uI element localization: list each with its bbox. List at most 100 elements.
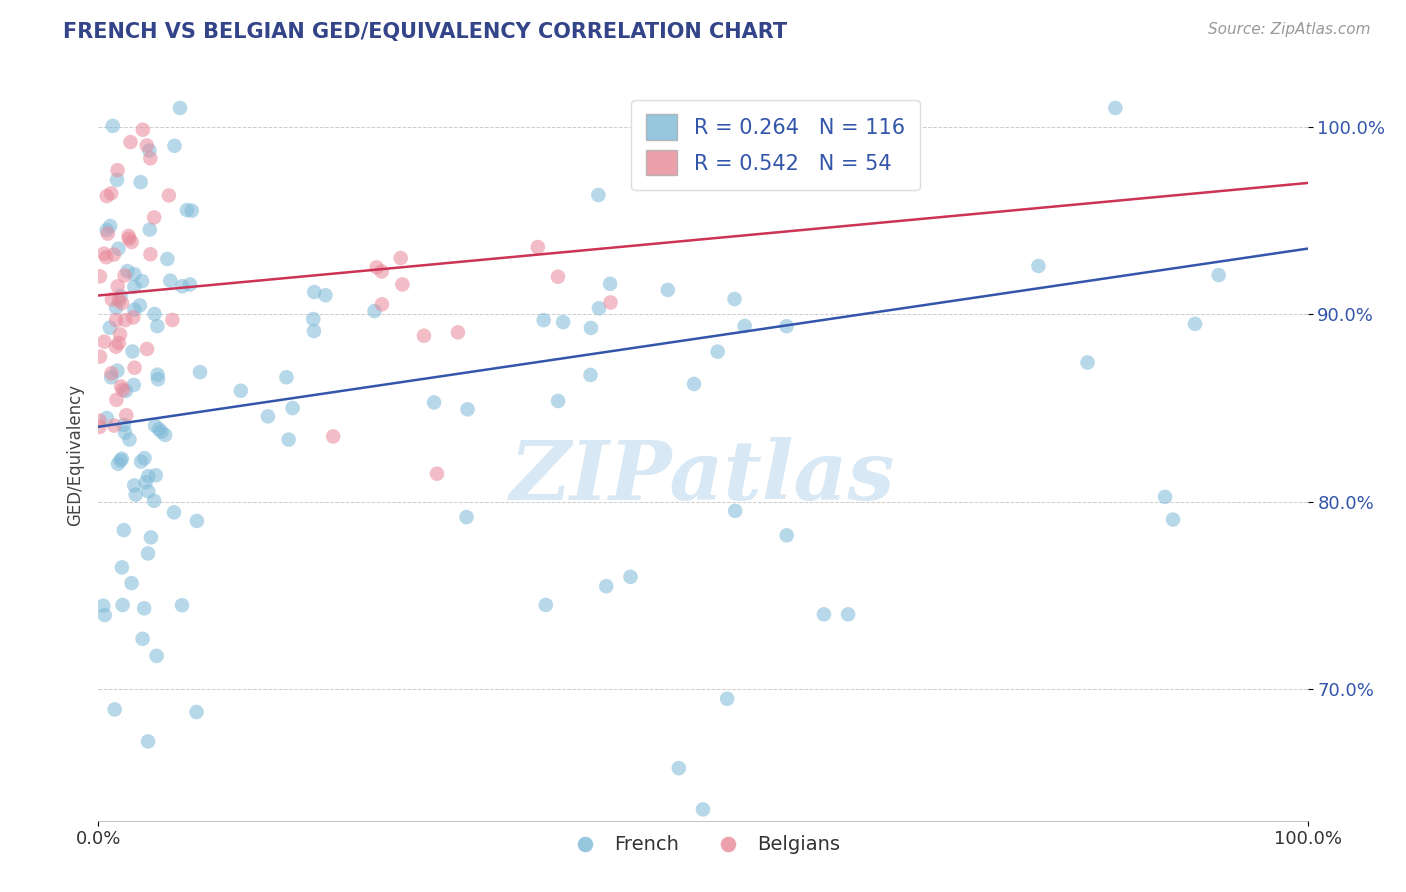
Point	[1154, 490, 1177, 504]
Point	[1184, 317, 1206, 331]
Point	[457, 402, 479, 417]
Point	[96, 411, 118, 425]
Point	[724, 504, 747, 518]
Point	[135, 138, 157, 153]
Point	[1077, 355, 1099, 369]
Point	[143, 493, 166, 508]
Point	[103, 418, 125, 433]
Point	[1161, 512, 1184, 526]
Point	[121, 576, 143, 591]
Point	[89, 420, 111, 434]
Point	[775, 319, 797, 334]
Point	[108, 327, 131, 342]
Point	[108, 335, 131, 350]
Point	[112, 523, 135, 537]
Point	[257, 409, 280, 424]
Point	[153, 428, 176, 442]
Point	[98, 219, 121, 233]
Point	[104, 702, 127, 716]
Point	[553, 315, 575, 329]
Point	[112, 417, 135, 432]
Point	[131, 632, 153, 646]
Point	[108, 293, 131, 308]
Legend: French, Belgians: French, Belgians	[558, 828, 848, 863]
Point	[124, 360, 146, 375]
Point	[117, 229, 139, 244]
Point	[111, 598, 134, 612]
Point	[534, 598, 557, 612]
Point	[180, 203, 202, 218]
Point	[723, 292, 745, 306]
Point	[89, 269, 111, 284]
Point	[302, 312, 325, 326]
Point	[148, 422, 170, 436]
Point	[657, 283, 679, 297]
Point	[114, 313, 136, 327]
Point	[139, 222, 162, 236]
Point	[150, 425, 173, 439]
Point	[135, 475, 157, 490]
Point	[162, 313, 184, 327]
Point	[111, 383, 134, 397]
Point	[156, 252, 179, 266]
Point	[121, 344, 143, 359]
Point	[426, 467, 449, 481]
Point	[136, 484, 159, 499]
Point	[129, 455, 152, 469]
Point	[136, 342, 159, 356]
Point	[188, 365, 211, 379]
Point	[146, 372, 169, 386]
Point	[837, 607, 859, 622]
Point	[302, 285, 325, 299]
Point	[120, 135, 142, 149]
Point	[139, 247, 162, 261]
Point	[186, 514, 208, 528]
Point	[117, 264, 139, 278]
Point	[371, 297, 394, 311]
Point	[131, 274, 153, 288]
Point	[129, 175, 152, 189]
Point	[277, 433, 299, 447]
Point	[1208, 268, 1230, 282]
Point	[276, 370, 298, 384]
Point	[1028, 259, 1050, 273]
Point	[588, 301, 610, 316]
Point	[281, 401, 304, 415]
Point	[143, 307, 166, 321]
Point	[176, 203, 198, 218]
Point	[101, 119, 124, 133]
Point	[139, 530, 162, 544]
Point	[98, 320, 121, 334]
Point	[139, 151, 162, 165]
Point	[314, 288, 336, 302]
Point	[107, 364, 129, 378]
Point	[105, 301, 128, 315]
Point	[172, 279, 194, 293]
Point	[456, 510, 478, 524]
Point	[125, 488, 148, 502]
Point	[683, 376, 706, 391]
Point	[104, 340, 127, 354]
Point	[100, 370, 122, 384]
Point	[716, 691, 738, 706]
Point	[322, 429, 344, 443]
Point	[89, 350, 111, 364]
Point	[533, 313, 555, 327]
Point	[118, 433, 141, 447]
Point	[579, 321, 602, 335]
Point	[145, 648, 167, 663]
Point	[363, 304, 385, 318]
Point	[114, 425, 136, 440]
Point	[302, 324, 325, 338]
Point	[146, 368, 169, 382]
Point	[121, 235, 143, 249]
Point	[111, 296, 134, 310]
Point	[105, 392, 128, 407]
Point	[138, 144, 160, 158]
Point	[599, 295, 621, 310]
Point	[91, 599, 114, 613]
Point	[706, 344, 728, 359]
Point	[115, 408, 138, 422]
Point	[619, 570, 641, 584]
Point	[599, 277, 621, 291]
